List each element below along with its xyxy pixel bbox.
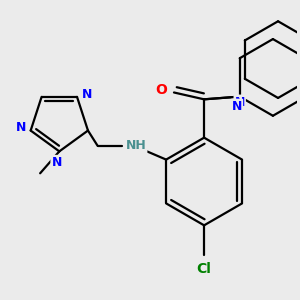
Text: Cl: Cl: [197, 262, 212, 276]
Text: O: O: [156, 83, 168, 97]
Text: N: N: [232, 100, 242, 113]
Text: N: N: [81, 88, 92, 100]
Text: NH: NH: [126, 140, 146, 152]
Text: N: N: [51, 156, 62, 169]
Text: N: N: [235, 96, 245, 109]
Text: N: N: [16, 121, 26, 134]
